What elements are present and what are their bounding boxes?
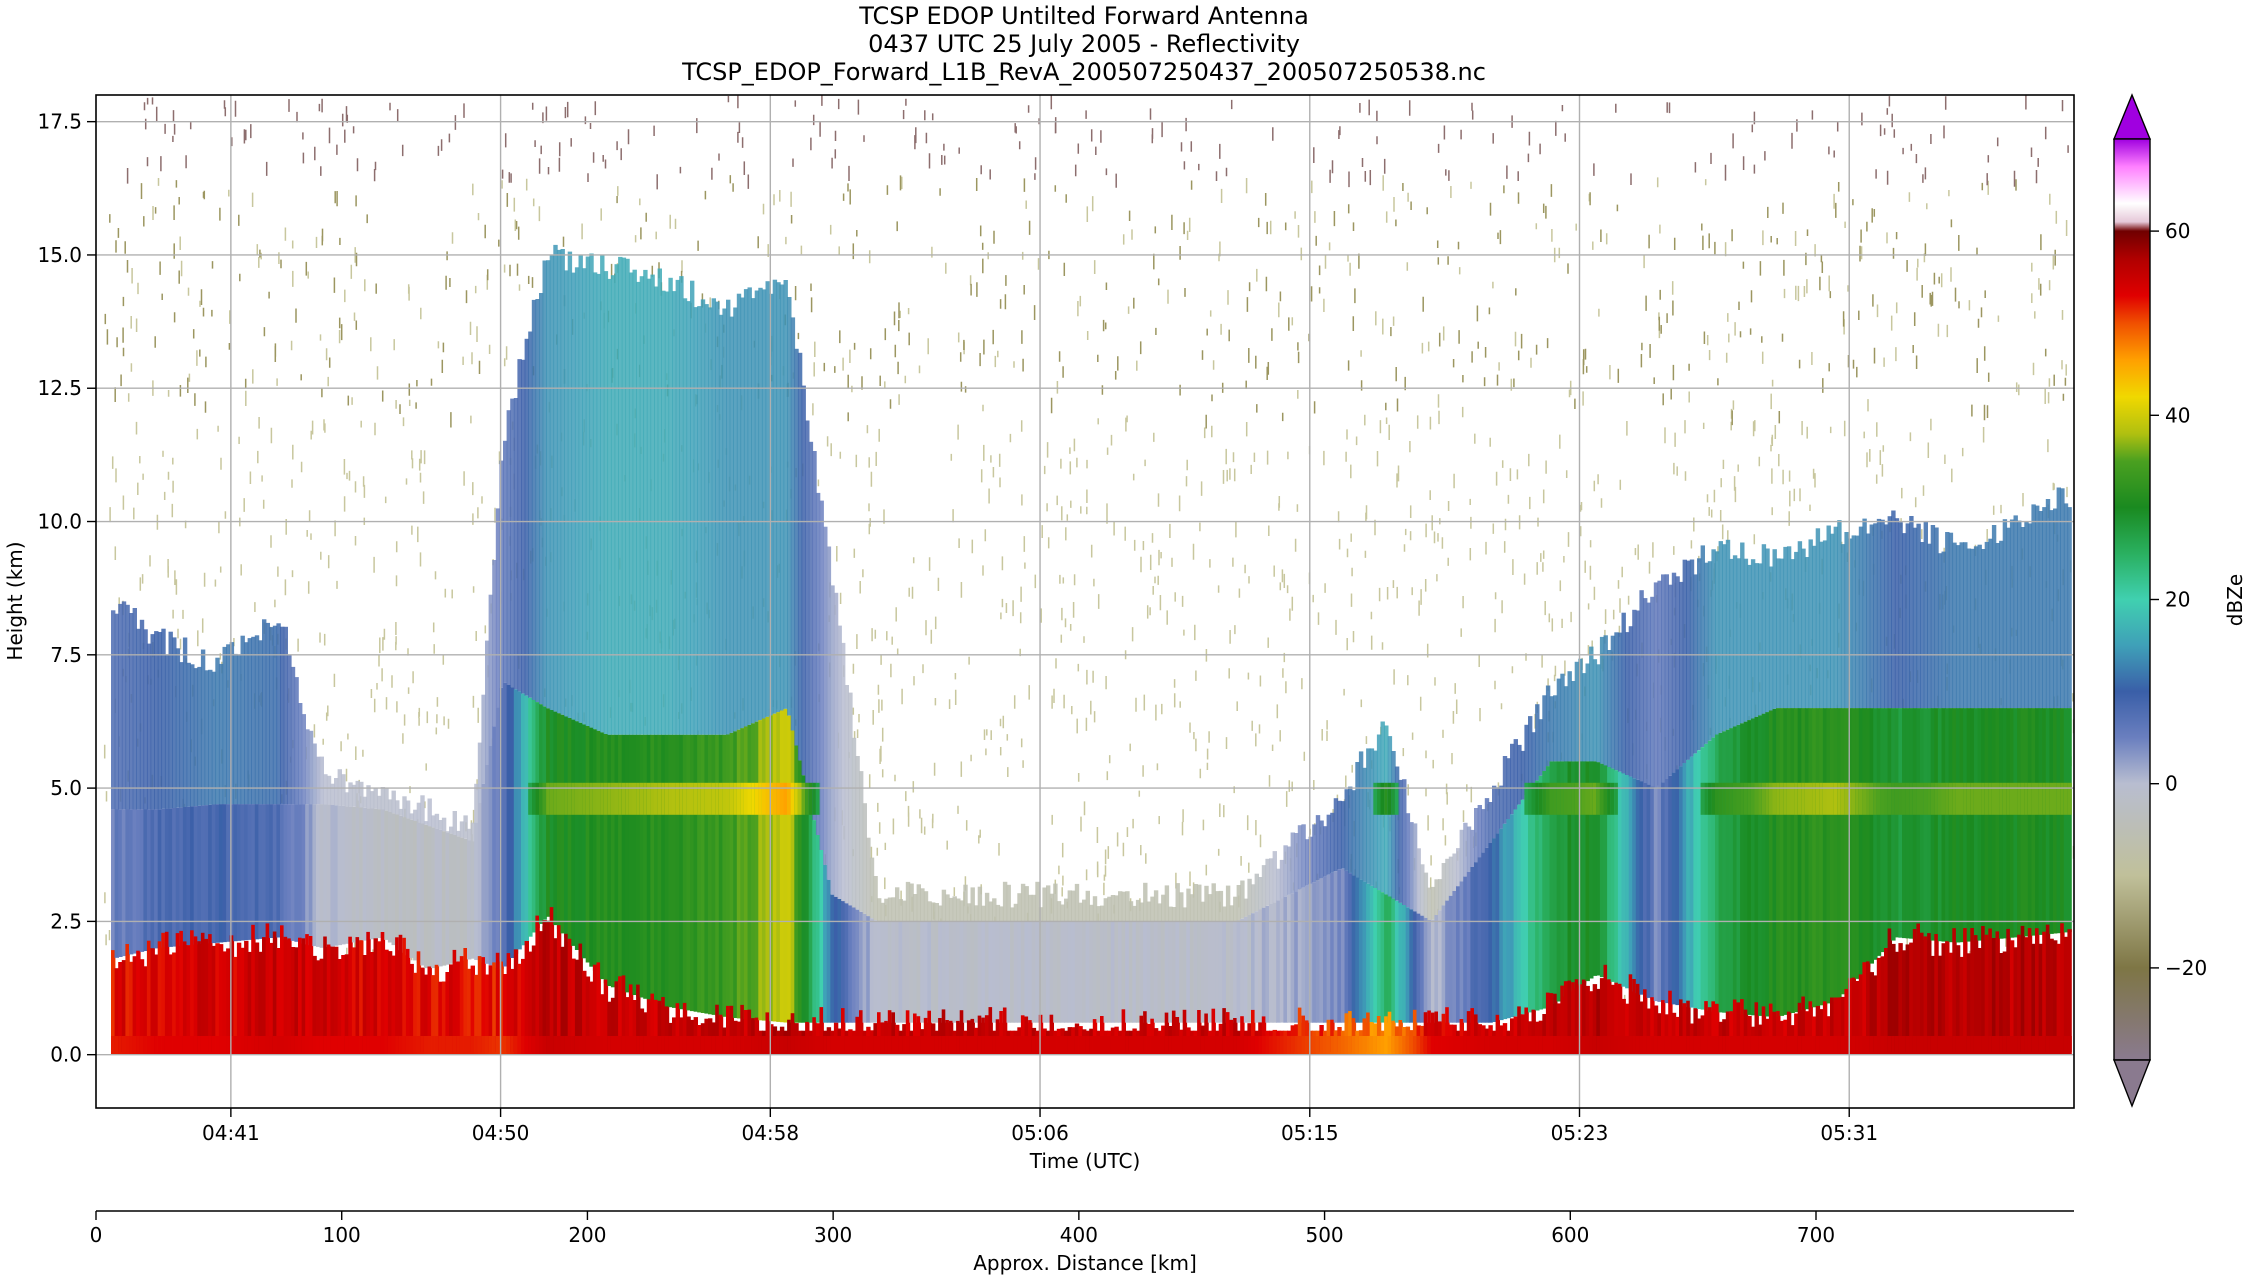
chart-title-line-2: 0437 UTC 25 July 2005 - Reflectivity — [868, 30, 1300, 58]
colorbar-body — [2113, 138, 2151, 1061]
x-axis-label: Time (UTC) — [1029, 1149, 1141, 1173]
distance-tick-label: 200 — [568, 1223, 606, 1247]
y-tick-label: 10.0 — [37, 510, 82, 534]
distance-tick-label: 0 — [90, 1223, 103, 1247]
colorbar-extend-bottom — [2112, 1059, 2152, 1108]
reflectivity-echoes — [111, 244, 2072, 1055]
x-tick-label: 05:15 — [1281, 1121, 1339, 1145]
y-tick-label: 12.5 — [37, 376, 82, 400]
distance-tick-label: 100 — [323, 1223, 361, 1247]
y-tick-label: 0.0 — [50, 1043, 82, 1067]
y-tick-label: 7.5 — [50, 643, 82, 667]
distance-tick-label: 400 — [1060, 1223, 1098, 1247]
distance-tick-label: 600 — [1551, 1223, 1589, 1247]
colorbar-tick-label: 60 — [2165, 219, 2190, 243]
colorbar-tick-label: 20 — [2165, 588, 2190, 612]
y-tick-label: 17.5 — [37, 110, 82, 134]
colorbar-ticks: −20 0 20 40 60 — [2150, 219, 2207, 980]
x-tick-label: 04:58 — [741, 1121, 799, 1145]
y-tick-label: 5.0 — [50, 776, 82, 800]
distance-axis: 0 100 200 300 400 500 600 700 — [90, 1210, 2074, 1247]
colorbar-extend-top — [2112, 93, 2152, 140]
colorbar-label: dBZe — [2223, 574, 2247, 626]
grid-lines — [96, 95, 2074, 1108]
plot-area — [96, 95, 2074, 1108]
x-tick-label: 05:06 — [1011, 1121, 1069, 1145]
distance-tick-label: 700 — [1797, 1223, 1835, 1247]
colorbar-tick-label: −20 — [2165, 956, 2207, 980]
chart-title-line-1: TCSP EDOP Untilted Forward Antenna — [858, 2, 1309, 30]
distance-tick-label: 300 — [814, 1223, 852, 1247]
y-axis-label: Height (km) — [3, 541, 27, 660]
x-tick-label: 05:23 — [1551, 1121, 1609, 1145]
colorbar: −20 0 20 40 60 — [2112, 93, 2207, 1108]
y-axis-height: 0.0 2.5 5.0 7.5 10.0 12.5 15.0 17.5 — [37, 110, 96, 1067]
distance-tick-label: 500 — [1305, 1223, 1343, 1247]
chart-title-line-3: TCSP_EDOP_Forward_L1B_RevA_200507250437_… — [681, 58, 1486, 86]
distance-axis-label: Approx. Distance [km] — [973, 1251, 1197, 1275]
x-tick-label: 04:50 — [472, 1121, 530, 1145]
y-tick-label: 2.5 — [50, 909, 82, 933]
colorbar-tick-label: 0 — [2165, 772, 2178, 796]
x-axis-time: 04:41 04:50 04:58 05:06 05:15 05:23 05:31 — [202, 1108, 1878, 1145]
y-tick-label: 15.0 — [37, 243, 82, 267]
x-tick-label: 05:31 — [1820, 1121, 1878, 1145]
x-tick-label: 04:41 — [202, 1121, 260, 1145]
plot-frame — [95, 94, 2075, 1109]
colorbar-tick-label: 40 — [2165, 403, 2190, 427]
